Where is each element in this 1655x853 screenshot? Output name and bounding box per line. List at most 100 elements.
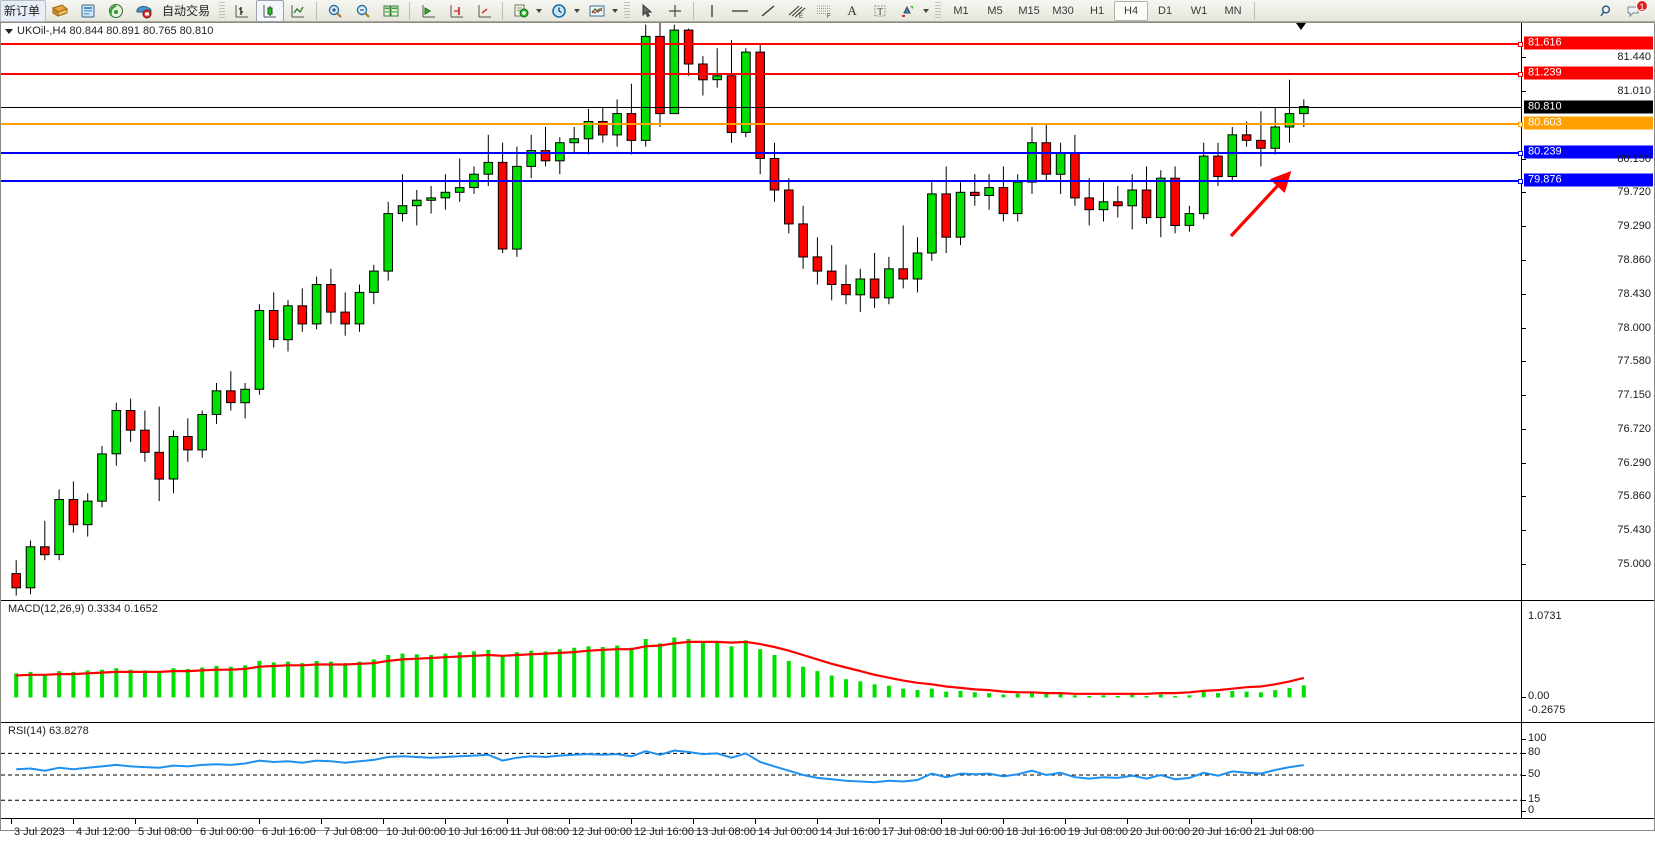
toolbar-grip[interactable] (935, 1, 942, 20)
line-chart-icon[interactable] (284, 0, 312, 22)
chevron-down-icon[interactable] (923, 8, 930, 13)
time-tick-label: 20 Jul 16:00 (1192, 826, 1252, 838)
tile-windows-icon[interactable] (377, 0, 405, 22)
cursor-icon[interactable] (633, 0, 661, 22)
chevron-down-icon[interactable] (574, 8, 581, 13)
chart-menu-caret-icon[interactable] (5, 28, 13, 34)
price-pane[interactable]: 81.616 81.239 80.810 80.603 80.239 79.876 81.… (1, 23, 1654, 598)
timeframe-m5[interactable]: M5 (987, 4, 1003, 17)
shift-start-icon[interactable] (414, 0, 442, 22)
time-tick-label: 10 Jul 16:00 (448, 826, 508, 838)
chart-window[interactable]: UKOil-,H4 80.844 80.891 80.765 80.810 81… (0, 22, 1655, 838)
price-level-label-resistance[interactable]: 81.616 (1524, 36, 1653, 50)
time-tick (11, 819, 12, 824)
period-clock-icon[interactable] (545, 0, 573, 22)
rsi-pane[interactable]: RSI(14) 63.8278 100 80 50 15 0 (1, 722, 1654, 819)
price-tick-label: 77.580 (1617, 354, 1651, 367)
time-axis[interactable]: 3 Jul 2023 4 Jul 12:00 5 Jul 08:00 6 Jul 00… (1, 818, 1654, 853)
price-tick (1522, 90, 1526, 92)
shift-end-icon[interactable] (442, 0, 470, 22)
terminal-icon[interactable] (74, 0, 102, 22)
price-level-line-pivot[interactable] (1, 121, 1523, 127)
autotrade-button[interactable]: 自动交易 (158, 0, 216, 22)
timeframe-h1[interactable]: H1 (1090, 4, 1105, 17)
new-order-button[interactable]: 新订单 (0, 0, 47, 22)
price-level-line-resistance[interactable] (1, 42, 1523, 47)
chevron-down-icon[interactable] (612, 8, 619, 13)
fibonacci-icon[interactable]: F (810, 0, 838, 22)
price-level-line-current-price[interactable] (1, 106, 1521, 108)
vertical-line-icon[interactable] (698, 0, 726, 22)
toolbar-grip[interactable] (219, 1, 226, 20)
time-tick (941, 819, 942, 824)
toolbar-separator (316, 1, 318, 20)
price-level-label-current-price[interactable]: 80.810 (1524, 100, 1653, 113)
search-icon[interactable] (1593, 0, 1621, 22)
price-level-label-support[interactable]: 80.239 (1524, 145, 1653, 158)
auto-scroll-icon[interactable] (470, 0, 498, 22)
price-level-line-resistance[interactable] (1, 71, 1523, 77)
templates-icon[interactable] (583, 0, 611, 22)
toolbar-grip[interactable] (624, 1, 631, 20)
timeframe-m15[interactable]: M15 (1018, 4, 1040, 17)
alerts-icon[interactable]: 1 (1621, 0, 1649, 22)
time-tick (755, 819, 756, 824)
time-tick-label: 18 Jul 00:00 (944, 826, 1004, 838)
price-level-label-support[interactable]: 79.876 (1524, 173, 1653, 187)
new-order-label: 新订单 (4, 4, 41, 18)
time-tick-label: 11 Jul 08:00 (510, 826, 570, 838)
price-tick (1522, 564, 1526, 566)
time-tick (135, 819, 136, 824)
svg-text:E: E (799, 14, 803, 19)
horizontal-line-icon[interactable] (726, 0, 754, 22)
timeframe-d1[interactable]: D1 (1158, 4, 1173, 17)
time-tick-label: 6 Jul 00:00 (200, 826, 254, 838)
price-level-line-support[interactable] (1, 150, 1523, 156)
price-tick-label: 81.010 (1617, 84, 1651, 97)
macd-pane[interactable]: MACD(12,26,9) 0.3334 0.1652 0.00 1.0731 -0… (1, 600, 1654, 721)
price-tick (1522, 226, 1526, 228)
candlestick-chart-icon[interactable] (256, 0, 285, 22)
shapes-icon[interactable] (894, 0, 922, 22)
text-icon[interactable]: A (847, 2, 857, 18)
time-tick (879, 819, 880, 824)
indicators-icon[interactable] (507, 0, 535, 22)
price-tick-label: 78.000 (1617, 321, 1651, 334)
time-tick-label: 7 Jul 08:00 (324, 826, 378, 838)
time-tick-label: 4 Jul 12:00 (76, 826, 130, 838)
price-tick-label: 75.000 (1617, 558, 1651, 571)
alerts-badge: 1 (1636, 0, 1648, 12)
navigator-icon[interactable] (102, 0, 130, 22)
time-tick-label: 20 Jul 00:00 (1130, 826, 1190, 838)
price-tick (1522, 260, 1526, 262)
price-level-line-support[interactable] (1, 179, 1523, 185)
time-tick-label: 17 Jul 08:00 (882, 826, 942, 838)
chevron-down-icon[interactable] (536, 8, 543, 13)
current-bar-marker-icon (1296, 23, 1306, 30)
timeframe-m1[interactable]: M1 (953, 4, 969, 17)
toolbar-separator (693, 1, 695, 20)
timeframe-w1[interactable]: W1 (1190, 4, 1208, 17)
bar-chart-icon[interactable] (228, 0, 256, 22)
zoom-in-icon[interactable] (321, 0, 349, 22)
price-level-label-resistance[interactable]: 81.239 (1524, 66, 1653, 80)
zoom-out-icon[interactable] (349, 0, 377, 22)
main-toolbar: 新订单 自动交易 (0, 0, 1655, 22)
price-level-label-pivot[interactable]: 80.603 (1524, 116, 1653, 130)
autotrade-icon[interactable] (130, 0, 158, 22)
price-tick-label: 78.430 (1617, 288, 1651, 300)
price-tick (1522, 360, 1526, 362)
crosshair-icon[interactable] (661, 0, 689, 22)
wallet-icon[interactable] (46, 0, 74, 22)
timeframe-m30[interactable]: M30 (1052, 4, 1074, 17)
timeframe-h4[interactable]: H4 (1114, 0, 1149, 21)
timeframe-mn[interactable]: MN (1224, 4, 1242, 17)
trendline-icon[interactable] (754, 0, 782, 22)
price-tick-label: 77.150 (1617, 388, 1651, 401)
rsi-tick-label: 100 (1528, 732, 1547, 744)
price-tick-label: 79.720 (1617, 186, 1651, 199)
equidistant-channel-icon[interactable]: E (782, 0, 810, 22)
svg-text:T: T (877, 6, 883, 16)
text-label-icon[interactable]: T (866, 0, 894, 22)
time-tick (631, 819, 632, 824)
